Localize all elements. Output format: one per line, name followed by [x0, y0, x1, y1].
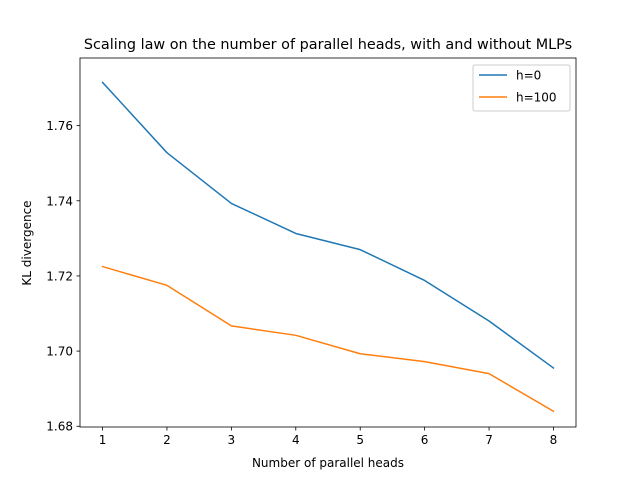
x-tick-label: 4 [292, 433, 300, 447]
y-axis-label: KL divergence [20, 200, 34, 285]
x-tick-label: 7 [485, 433, 493, 447]
y-tick-label: 1.70 [46, 345, 73, 359]
x-tick-label: 5 [356, 433, 364, 447]
plot-area: 1 2 3 4 5 6 7 8 1.68 1.70 1.72 1.74 1.76 [46, 57, 577, 447]
x-tick-label: 1 [99, 433, 107, 447]
chart-title: Scaling law on the number of parallel he… [84, 37, 572, 53]
y-tick-label: 1.76 [46, 119, 73, 133]
legend: h=0 h=100 [472, 64, 571, 112]
y-tick-label: 1.74 [46, 194, 73, 208]
y-tick-label: 1.72 [46, 269, 73, 283]
legend-label: h=100 [516, 91, 557, 105]
legend-label: h=0 [516, 69, 541, 83]
legend-box [472, 64, 571, 112]
series-line-h=100 [101, 265, 555, 413]
x-tick-label: 8 [550, 433, 558, 447]
axes-frame [79, 57, 577, 428]
x-axis-label: Number of parallel heads [252, 456, 404, 470]
x-tick-label: 2 [163, 433, 171, 447]
series-line-h=0 [101, 81, 555, 370]
y-tick-label: 1.68 [46, 420, 73, 434]
x-tick-label: 6 [421, 433, 429, 447]
x-tick-label: 3 [228, 433, 236, 447]
